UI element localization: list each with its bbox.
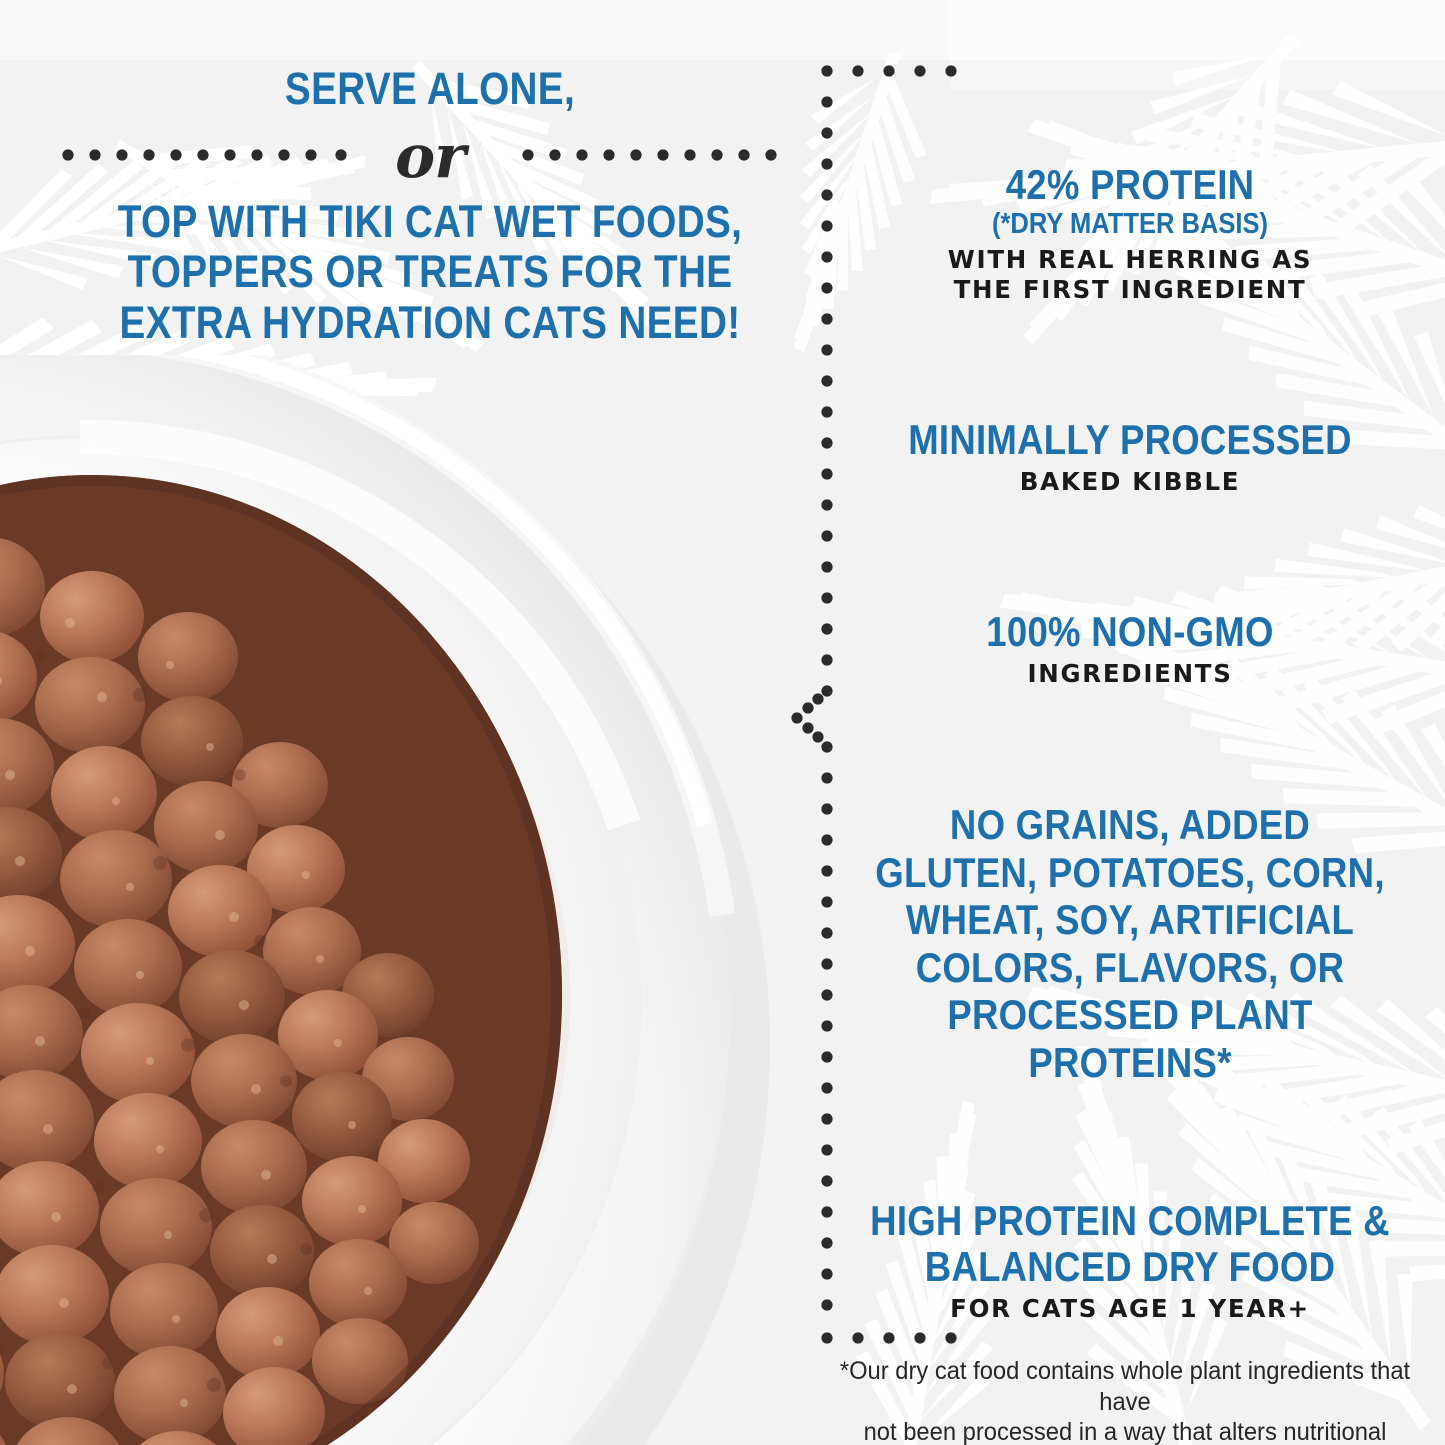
feature-non-gmo-headline: 100% NON-GMO [986,608,1274,656]
feature-no-fillers-headline: NO GRAINS, ADDED GLUTEN, POTATOES, CORN,… [875,801,1385,1086]
feature-complete-balanced: HIGH PROTEIN COMPLETE & BALANCED DRY FOO… [830,1198,1430,1324]
or-conjunction-script: or [395,121,466,192]
feature-protein-detail-2: THE FIRST INGREDIENT [953,275,1307,305]
dry-food-footnote: *Our dry cat food contains whole plant i… [831,1356,1420,1445]
feature-complete-balanced-headline: HIGH PROTEIN COMPLETE & BALANCED DRY FOO… [870,1197,1390,1290]
serving-suggestion-panel: SERVE ALONE, or TOP WITH TIKI CAT WET FO… [60,63,800,348]
footnote-line-1: *Our dry cat food contains whole plant i… [839,1357,1411,1416]
feature-non-gmo: 100% NON-GMO INGREDIENTS [830,609,1430,689]
feature-protein: 42% PROTEIN (*DRY MATTER BASIS) WITH REA… [830,162,1430,305]
serve-alone-heading: SERVE ALONE, [284,63,576,114]
bowl-of-kibble-photo [0,355,800,1445]
feature-callout-list: 42% PROTEIN (*DRY MATTER BASIS) WITH REA… [830,70,1430,1342]
footnote-line-2: not been processed in a way that alters … [863,1418,1387,1445]
feature-minimally-processed-detail: BAKED KIBBLE [1019,467,1241,497]
feature-minimally-processed: MINIMALLY PROCESSED BAKED KIBBLE [830,417,1430,497]
feature-non-gmo-detail: INGREDIENTS [1027,659,1233,689]
feature-minimally-processed-headline: MINIMALLY PROCESSED [908,416,1352,464]
topping-suggestion-text: TOP WITH TIKI CAT WET FOODS, TOPPERS OR … [117,195,743,348]
feature-protein-headline: 42% PROTEIN [1005,161,1255,208]
feature-no-fillers: NO GRAINS, ADDED GLUTEN, POTATOES, CORN,… [830,801,1430,1086]
feature-complete-balanced-detail: FOR CATS AGE 1 YEAR+ [950,1293,1310,1323]
feature-protein-basis: (*DRY MATTER BASIS) [991,207,1268,240]
feature-protein-detail-1: WITH REAL HERRING AS [947,244,1313,274]
